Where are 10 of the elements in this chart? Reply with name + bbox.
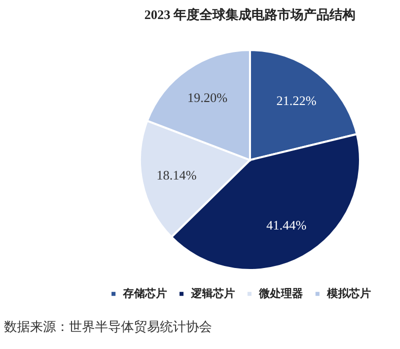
chart-title: 2023 年度全球集成电路市场产品结构 [144, 7, 356, 22]
data-label: 41.44% [266, 218, 307, 233]
data-label: 21.22% [276, 93, 317, 108]
data-label: 19.20% [187, 90, 228, 106]
data-label: 18.14% [156, 167, 197, 182]
legend-label: 微处理器 [258, 286, 303, 300]
legend-label: 逻辑芯片 [190, 286, 235, 300]
source-note: 数据来源：世界半导体贸易统计协会 [4, 318, 212, 336]
legend-label: 模拟芯片 [326, 286, 371, 300]
legend-label: 存储芯片 [122, 286, 167, 300]
